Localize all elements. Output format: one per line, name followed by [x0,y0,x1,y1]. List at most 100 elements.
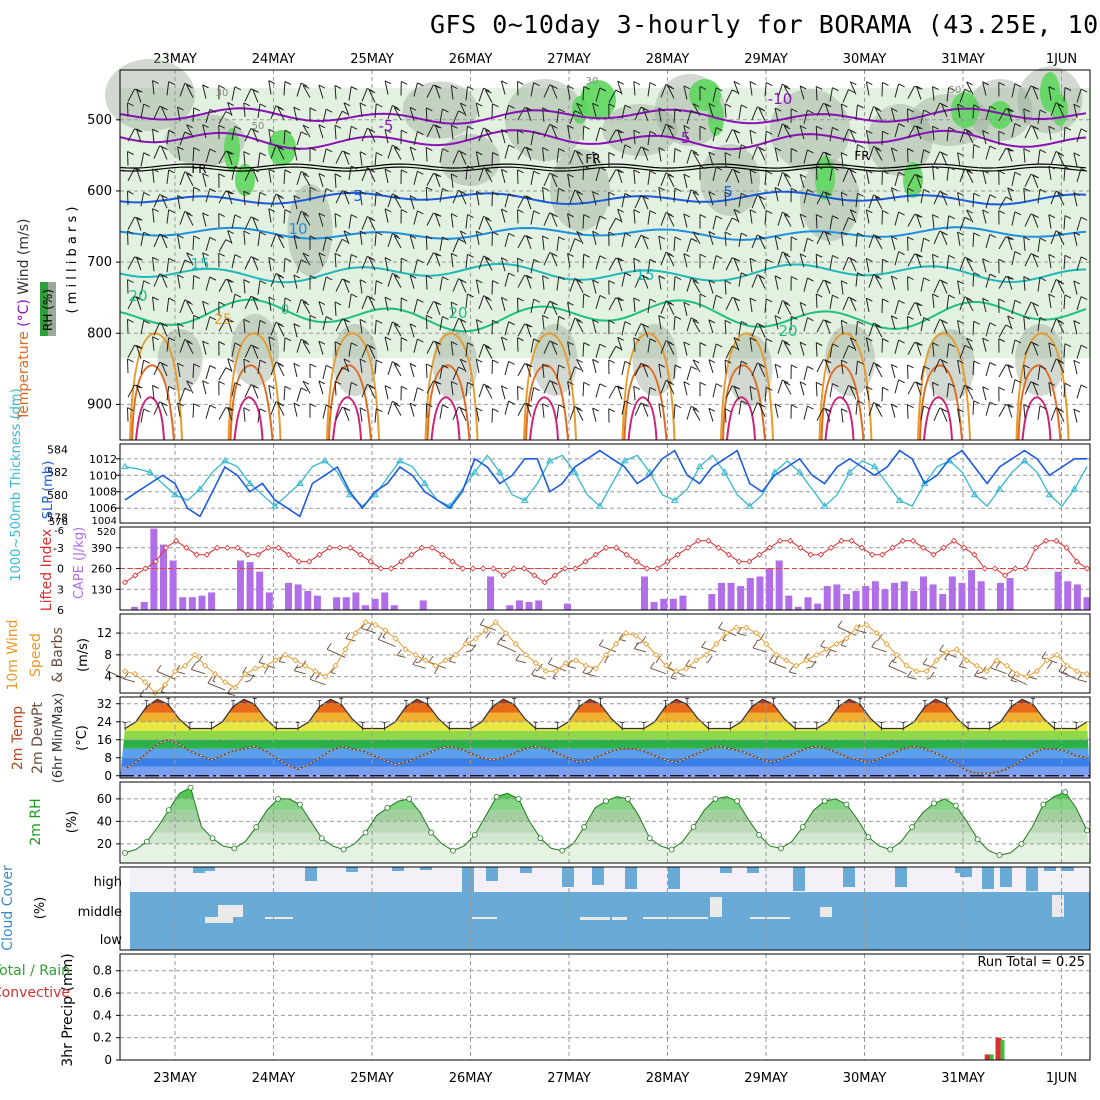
wind-barb-flag [143,359,150,364]
wind-barb [293,402,298,417]
wind-barb [296,259,302,274]
wind-barb-flag [989,105,997,110]
wind-barb-flag [957,320,964,324]
panel-frame [119,69,1091,441]
wind-barb-flag [225,190,233,195]
lifted-index-point [643,565,651,572]
cape-bar [1083,597,1091,610]
wind-barb [140,280,145,295]
cape-bar [342,597,350,610]
wind-barb-flag [458,366,465,371]
isotherm-30 [1017,364,1062,441]
wind-barb-flag [583,86,590,90]
wind-barb-flag [277,234,285,239]
lifted-index-point [1083,565,1091,572]
wind-barb [758,324,766,338]
wind-barb [374,408,377,423]
wind-barb-flag [542,403,549,408]
wind-barb-flag [143,192,150,196]
mid-cloud-gap [820,907,832,917]
rh-90-area [1052,94,1068,126]
wind-barb-flag [799,173,807,178]
wind-barb [959,665,967,669]
wind-barb [127,256,136,270]
wind-barb-flag [368,257,376,261]
wind-barb-flag [417,210,424,215]
wind-barb [1073,408,1078,423]
lifted-index-point [521,565,528,572]
wind-barb-flag [658,186,666,191]
wind-barb [551,125,558,139]
wind-barb [1032,342,1039,356]
wind-barb [227,407,233,421]
wind-barb [296,171,302,185]
wind-barb-flag [774,147,782,152]
wind-barb-flag [434,380,442,385]
wind-barb [673,404,676,419]
wind-barb [135,128,142,143]
rh-50-area [402,81,478,139]
wind-barb [450,213,454,228]
wind-barb-flag [932,86,939,90]
wind-barb-flag [451,213,458,218]
wind-barb [268,257,272,272]
wind-barb-flag [1057,103,1065,108]
wind-barb [384,169,389,183]
wind-barb [635,641,643,645]
wind-barb [752,647,767,653]
wind-barb-flag [674,108,682,113]
wind-barb-flag [434,252,442,257]
thickness-point [670,496,679,503]
wind-barb-flag [190,663,196,670]
wind-barb-flag [957,191,964,196]
wind-barb [393,323,402,337]
wind-barb [343,407,350,421]
wind-barb-flag [782,211,789,216]
wind-barb-flag [508,104,515,109]
wind-barb [343,230,350,245]
wind-axis-label: Speed [28,633,44,677]
rh-point [646,835,653,842]
cape-bar [891,582,899,610]
wind-barb [293,195,298,210]
wind-barb [1076,128,1082,143]
wind-barb-flag [533,259,540,263]
wind-barb-flag [375,359,383,364]
wind-barb [658,364,662,379]
wind-barb [475,151,480,166]
wind-barb [985,362,991,377]
wind-barb-flag [218,301,225,306]
wind-barb-flag [923,405,930,410]
cape-bar [564,603,572,610]
wind-barb [1063,255,1066,270]
wind-barb-flag [891,315,898,320]
wind-barb [227,151,233,165]
wind-barb [283,130,286,145]
wind-barb-flag [343,407,351,412]
wind-barb [268,208,272,223]
wind-barb-flag [791,404,798,409]
wind-barb-flag [617,208,624,213]
wind-barb-flag [368,385,376,390]
wind-barb [439,276,443,291]
wind-barb [135,89,142,103]
wind-barb-flag [733,169,741,174]
rh-point [799,824,806,830]
wind-barb-flag [401,129,408,134]
wind-barb [517,107,526,121]
wind-barb [359,359,363,374]
wind-barb [815,214,818,229]
wind-barb [504,144,510,159]
rh-point [865,834,872,841]
wind-barb-flag [393,235,401,240]
wind-barb-flag [1039,365,1047,370]
wind-barb-flag [234,214,242,219]
cape-bar [996,582,1004,610]
wind-barb [874,364,883,378]
slp-axis-label: SLP (mb) [41,461,56,520]
wind-barb-flag [161,402,168,407]
wind-barb [712,383,717,398]
wind-barb-flag [1055,102,1063,107]
isotherm-label: -10 [768,90,793,108]
wind-barb [161,195,168,209]
